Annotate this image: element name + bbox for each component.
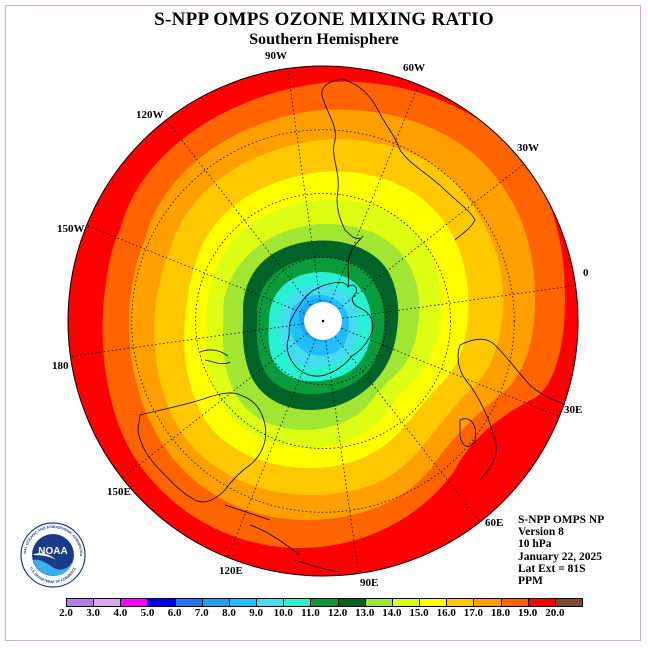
map-frame xyxy=(5,5,641,641)
lon-label-150e: 150E xyxy=(107,486,131,498)
page-subtitle: Southern Hemisphere xyxy=(249,31,399,48)
lon-label-180: 180 xyxy=(52,360,69,372)
colorbar-swatch xyxy=(174,598,203,607)
lon-label-30e: 30E xyxy=(564,404,583,416)
pole-marker xyxy=(321,319,325,323)
lon-label-120e: 120E xyxy=(219,565,243,577)
lon-label-150w: 150W xyxy=(57,223,85,235)
map-boundary xyxy=(67,65,579,577)
lon-label-60w: 60W xyxy=(403,62,425,74)
colorbar-tick-label: 12.0 xyxy=(327,607,348,619)
info-pressure: 10 hPa xyxy=(518,538,552,551)
colorbar-tick-label: 5.0 xyxy=(140,607,155,619)
graticule xyxy=(70,68,576,574)
colorbar-swatch xyxy=(527,598,556,607)
colorbar-tick-label: 7.0 xyxy=(194,607,209,619)
colorbar-swatch xyxy=(201,598,230,607)
coast-madagascar xyxy=(459,418,477,447)
colorbar-swatch xyxy=(147,598,176,607)
coast-new-zealand xyxy=(199,349,231,365)
meridian-line xyxy=(86,225,305,314)
info-lat-ext: Lat Ext = 81S xyxy=(518,562,586,575)
meridian-line xyxy=(341,328,560,417)
info-version: Version 8 xyxy=(518,526,564,539)
colorbar-swatch xyxy=(66,598,95,607)
lon-label-0: 0 xyxy=(583,267,589,279)
coast-africa xyxy=(457,338,566,481)
meridian-line xyxy=(342,285,576,319)
colorbar-tick-label: 2.0 xyxy=(59,607,73,619)
colorbar-swatch xyxy=(473,598,502,607)
coastlines xyxy=(137,79,566,573)
colorbar-swatch xyxy=(419,598,448,607)
noaa-logo: NOAA NATIONAL OCEANIC AND ATMOSPHERIC AD… xyxy=(20,522,86,588)
info-date: January 22, 2025 xyxy=(518,550,603,563)
colorbar-tick-label: 15.0 xyxy=(409,607,429,619)
lon-label-90e: 90E xyxy=(360,577,379,589)
colorbar-swatch xyxy=(500,598,529,607)
latitude-circle xyxy=(131,129,515,513)
lon-label-30w: 30W xyxy=(517,142,539,154)
meridian-line xyxy=(325,340,359,574)
colorbar-tick-label: 14.0 xyxy=(382,607,402,619)
colorbar-tick-label: 10.0 xyxy=(273,607,293,619)
colorbar-tick-label: 20.0 xyxy=(545,607,565,619)
coast-indonesia xyxy=(224,504,341,573)
meridian-line xyxy=(70,323,304,357)
colorbar-swatch xyxy=(310,598,339,607)
colorbar-tick-label: 11.0 xyxy=(301,607,320,619)
lon-label-60e: 60E xyxy=(485,517,504,529)
colorbar-tick-label: 8.0 xyxy=(222,607,236,619)
colorbar-swatch xyxy=(446,598,475,607)
coast-south-america xyxy=(321,79,476,241)
meridian-line xyxy=(227,339,316,558)
latitude-circle xyxy=(195,193,451,449)
colorbar-tick-label: 4.0 xyxy=(113,607,128,619)
meridian-line xyxy=(330,84,419,303)
colorbar-tick-label: 16.0 xyxy=(436,607,456,619)
colorbar-tick-label: 6.0 xyxy=(167,607,182,619)
meridian-line xyxy=(121,332,308,479)
colorbar-swatch xyxy=(283,598,312,607)
colorbar-tick-label: 3.0 xyxy=(86,607,101,619)
page-title: S-NPP OMPS OZONE MIXING RATIO xyxy=(154,9,494,30)
coast-australia xyxy=(137,392,267,503)
coast-antarctic-peninsula xyxy=(347,235,364,288)
colorbar-swatch xyxy=(120,598,149,607)
colorbar-swatch xyxy=(391,598,421,607)
meridian-line xyxy=(287,68,321,302)
latitude-circle xyxy=(258,256,388,386)
colorbar-swatch xyxy=(364,598,393,607)
colorbar-swatch xyxy=(256,598,285,607)
noaa-logo-text: NOAA xyxy=(38,546,67,557)
info-block: S-NPP OMPS NP Version 8 10 hPa January 2… xyxy=(518,514,604,587)
colorbar-tick-label: 9.0 xyxy=(249,607,263,619)
lon-label-120w: 120W xyxy=(136,109,164,121)
colorbar-swatch xyxy=(337,598,366,607)
colorbar-tick-label: 13.0 xyxy=(355,607,375,619)
colorbar-swatch xyxy=(93,598,122,607)
coast-antarctica xyxy=(286,281,374,377)
colorbar-tick-label: 17.0 xyxy=(463,607,483,619)
info-units: PPM xyxy=(518,575,543,588)
info-product: S-NPP OMPS NP xyxy=(518,514,605,526)
colorbar-tick-label: 19.0 xyxy=(518,607,538,619)
colorbar-tick-label: 18.0 xyxy=(490,607,511,619)
colorbar-swatch xyxy=(228,598,258,607)
lon-label-90w: 90W xyxy=(265,50,287,62)
colorbar-swatch xyxy=(554,598,583,607)
meridian-line xyxy=(334,336,481,523)
